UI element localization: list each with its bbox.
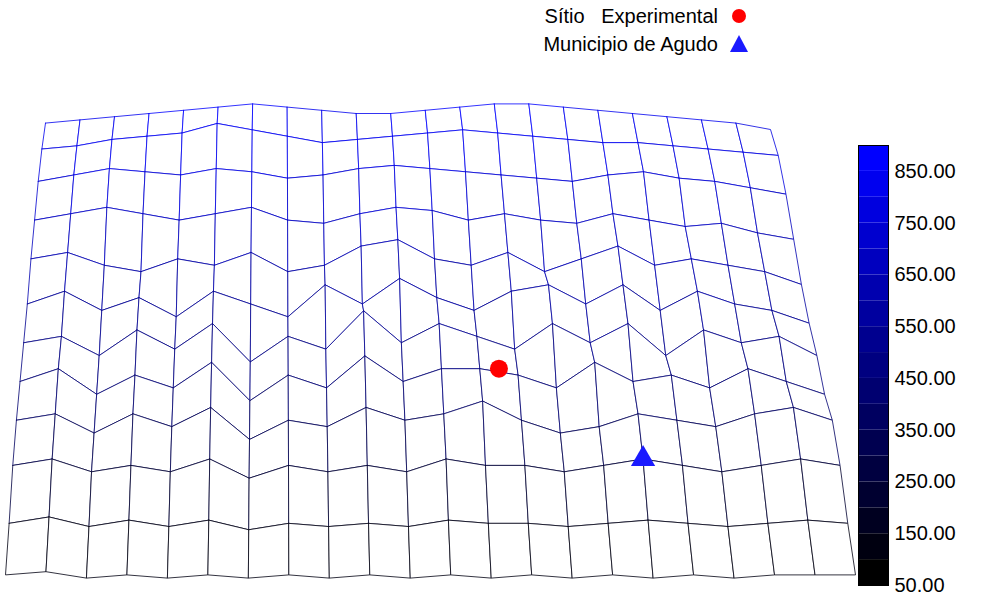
svg-text:250.00: 250.00 [895,470,956,492]
svg-text:750.00: 750.00 [895,212,956,234]
svg-text:150.00: 150.00 [895,522,956,544]
svg-text:550.00: 550.00 [895,315,956,337]
svg-text:450.00: 450.00 [895,367,956,389]
svg-text:50.00: 50.00 [895,574,945,596]
svg-text:850.00: 850.00 [895,160,956,182]
svg-text:350.00: 350.00 [895,419,956,441]
html-text:Sítio Experimental: Sítio Experimental [544,4,718,27]
svg-text:650.00: 650.00 [895,263,956,285]
html-text:Municipio de Agudo: Municipio de Agudo [543,32,718,55]
